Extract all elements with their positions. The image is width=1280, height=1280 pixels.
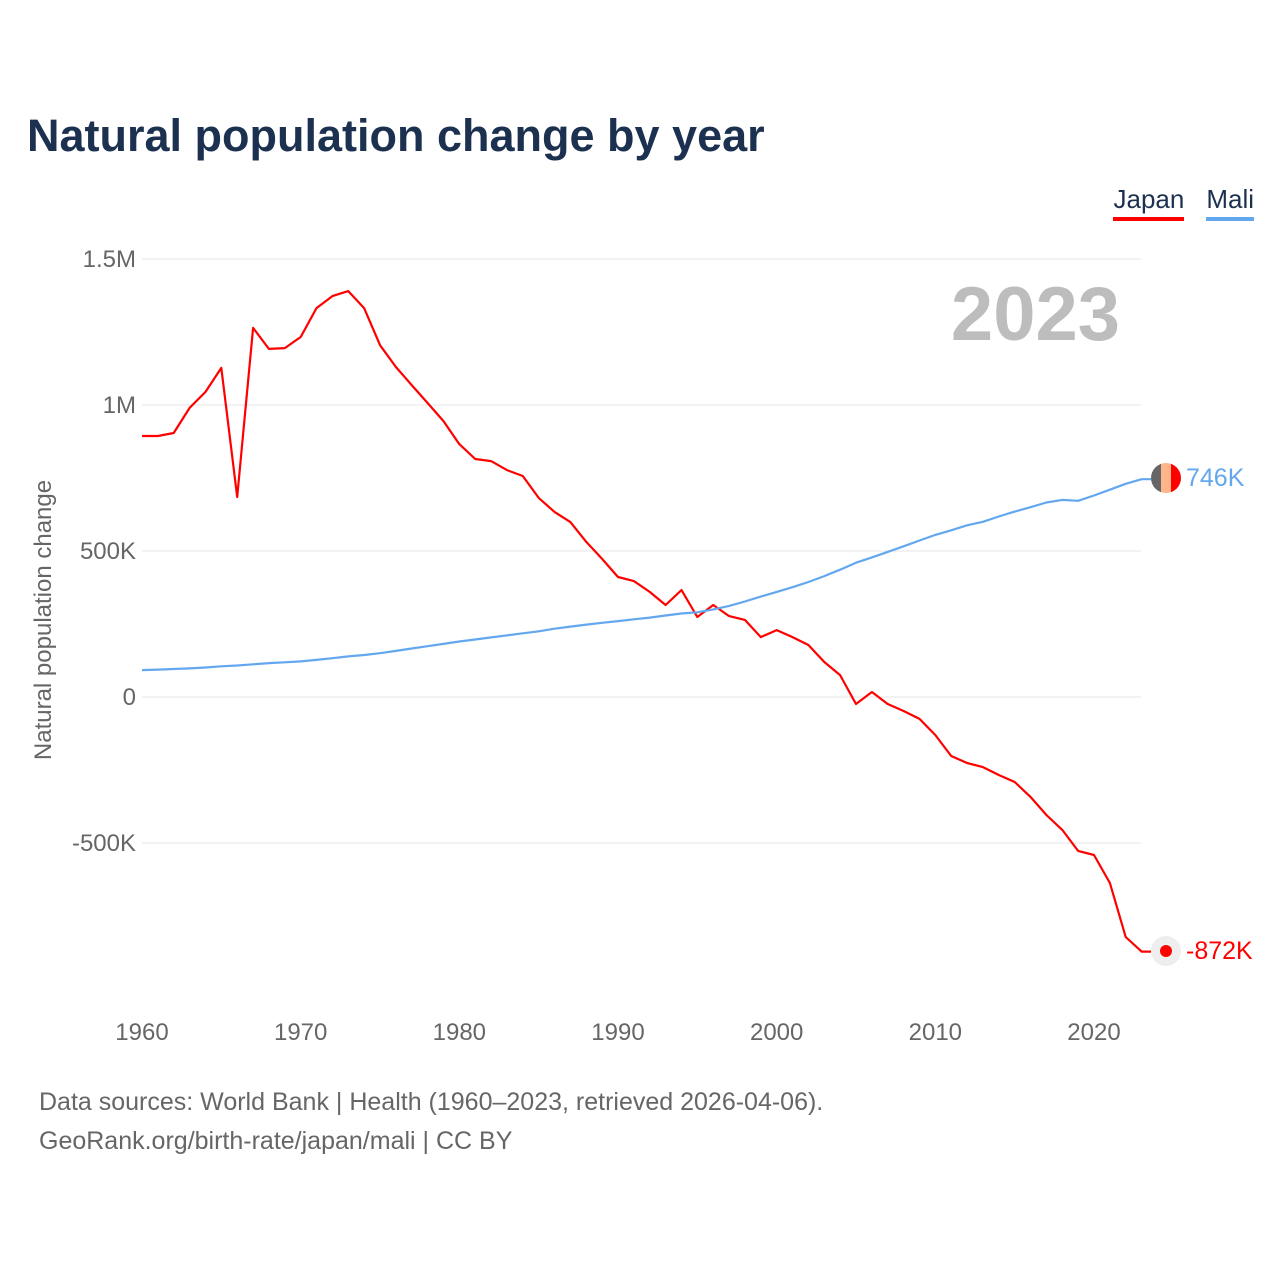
series-line-japan (142, 290, 1151, 953)
year-watermark: 2023 (951, 272, 1120, 357)
japan-end-label: -872K (1186, 937, 1253, 965)
x-tick-label: 1960 (115, 1019, 168, 1046)
x-tick-label: 2020 (1067, 1019, 1120, 1046)
japan-end-marker (1151, 936, 1181, 966)
x-tick-label: 1980 (433, 1019, 486, 1046)
mali-end-marker (1151, 463, 1181, 493)
y-tick-label: 0 (123, 684, 136, 711)
source-text: Data sources: World Bank | Health (1960–… (39, 1088, 824, 1116)
x-tick-label: 1970 (274, 1019, 327, 1046)
legend-mali[interactable]: Mali (1206, 184, 1254, 221)
y-tick-label: -500K (72, 830, 136, 857)
legend: Japan Mali (1113, 184, 1254, 221)
x-tick-label: 2000 (750, 1019, 803, 1046)
y-tick-label: 500K (80, 538, 136, 565)
chart-title: Natural population change by year (27, 110, 765, 161)
x-tick-label: 1990 (591, 1019, 644, 1046)
y-tick-label: 1M (103, 392, 136, 419)
mali-end-label: 746K (1186, 464, 1245, 492)
legend-japan[interactable]: Japan (1113, 184, 1185, 221)
x-tick-label: 2010 (909, 1019, 962, 1046)
y-axis-label: Natural population change (30, 480, 57, 760)
series-line-mali (141, 478, 1151, 672)
y-tick-label: 1.5M (83, 246, 136, 273)
source-link[interactable]: GeoRank.org/birth-rate/japan/mali | CC B… (39, 1127, 513, 1155)
